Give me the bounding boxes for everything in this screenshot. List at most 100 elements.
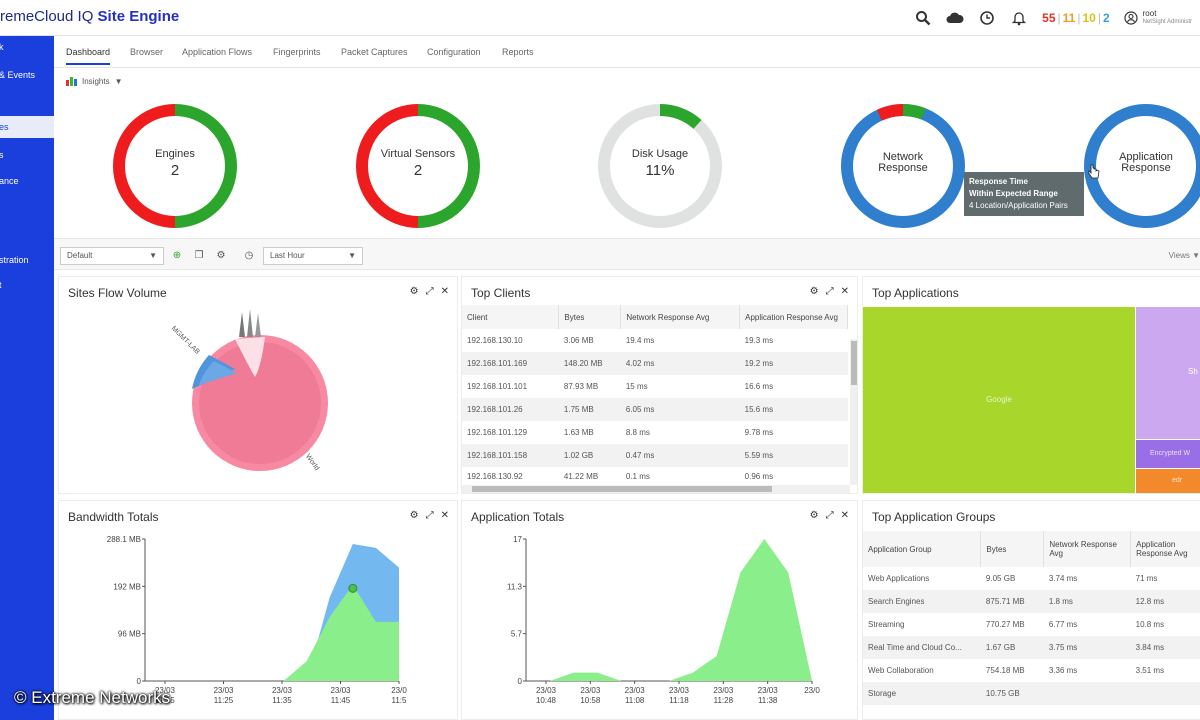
table-row[interactable]: 192.168.101.158 1.02 GB 0.47 ms 5.59 ms — [462, 444, 848, 467]
column-header[interactable]: Network Response Avg — [620, 305, 741, 329]
table-cell: 4.02 ms — [620, 352, 740, 375]
scrollbar-thumb[interactable] — [851, 341, 857, 385]
user-menu[interactable]: root NetSight Administr — [1124, 9, 1192, 27]
tab-configuration[interactable]: Configuration — [427, 47, 481, 57]
sidebar-item[interactable]: s — [0, 144, 54, 166]
expand-icon[interactable]: ⤢ — [425, 510, 434, 521]
virtual-sensors-donut[interactable]: Virtual Sensors 2 — [354, 102, 482, 230]
x-tick-label: 11:5 — [392, 696, 408, 705]
table-row[interactable]: 192.168.101.129 1.63 MB 8.8 ms 9.78 ms — [462, 421, 848, 444]
search-icon[interactable] — [914, 9, 932, 27]
bell-icon[interactable] — [1010, 9, 1028, 27]
treemap-cell-google[interactable]: Google — [863, 307, 1135, 493]
client-link[interactable]: 192.168.101.129 — [467, 428, 528, 437]
sidebar-item-compliance[interactable]: ance — [0, 170, 54, 192]
sidebar-item[interactable]: t — [0, 274, 54, 296]
column-header[interactable]: Bytes — [558, 305, 622, 329]
group-link[interactable]: Streaming — [868, 620, 905, 629]
group-link[interactable]: Web Applications — [868, 574, 930, 583]
expand-icon[interactable]: ⤢ — [825, 510, 834, 521]
application-groups-table: Application Group Bytes Network Response… — [863, 531, 1200, 705]
table-row[interactable]: Web Applications 9.05 GB 3.74 ms 71 ms — [863, 567, 1200, 590]
table-row[interactable]: Real Time and Cloud Co... 1.67 GB 3.75 ms 3… — [863, 636, 1200, 659]
column-header[interactable]: Network Response Avg — [1043, 531, 1132, 567]
column-header[interactable]: Application Response Avg — [1130, 531, 1200, 567]
table-cell: 1.63 MB — [563, 428, 594, 437]
gear-icon[interactable]: ⚙ — [409, 510, 419, 521]
sidebar-item[interactable]: k — [0, 36, 54, 58]
tab-fingerprints[interactable]: Fingerprints — [273, 47, 321, 57]
treemap-cell-encrypted[interactable]: Encrypted W — [1136, 440, 1200, 468]
column-header[interactable]: Application Response Avg — [739, 305, 848, 329]
column-header[interactable]: Client — [462, 305, 560, 329]
engines-donut[interactable]: Engines 2 — [111, 102, 239, 230]
clock-icon[interactable]: ◷ — [244, 250, 254, 261]
table-row[interactable]: Web Collaboration 754.18 MB 3.36 ms 3.51 ms — [863, 659, 1200, 682]
expand-icon[interactable]: ⤢ — [825, 286, 834, 297]
gear-icon[interactable]: ⚙ — [809, 286, 819, 297]
table-row[interactable]: 192.168.101.26 1.75 MB 6.05 ms 15.6 ms — [462, 398, 848, 421]
scrollbar-thumb[interactable] — [472, 486, 772, 492]
table-row[interactable]: 192.168.101.169 148.20 MB 4.02 ms 19.2 ms — [462, 352, 848, 375]
tab-dashboard[interactable]: Dashboard — [66, 47, 111, 65]
close-icon[interactable]: ✕ — [440, 510, 449, 521]
copy-icon[interactable]: ❐ — [194, 250, 204, 261]
table-row[interactable]: Search Engines 875.71 MB 1.8 ms 12.8 ms — [863, 590, 1200, 613]
group-link[interactable]: Real Time and Cloud Co... — [863, 636, 981, 659]
client-link[interactable]: 192.168.130.10 — [467, 336, 523, 345]
close-icon[interactable]: ✕ — [440, 286, 449, 297]
sidebar-item-administration[interactable]: stration — [0, 249, 54, 271]
cloud-icon[interactable] — [946, 9, 964, 27]
disk-usage-donut[interactable]: Disk Usage 11% — [596, 102, 724, 230]
insights-dropdown[interactable]: Insights ▼ — [66, 76, 123, 86]
close-icon[interactable]: ✕ — [840, 510, 849, 521]
table-cell: 10.8 ms — [1135, 620, 1165, 629]
chord-ribbon — [235, 337, 265, 377]
table-cell: 87.93 MB — [563, 382, 599, 391]
application-response-donut[interactable]: Application Response — [1082, 102, 1200, 230]
time-range-select[interactable]: Last Hour ▼ — [263, 247, 363, 265]
gear-icon[interactable]: ⚙ — [216, 250, 226, 261]
client-link[interactable]: 192.168.101.26 — [462, 398, 559, 421]
network-response-label: Network Response — [878, 151, 928, 174]
views-dropdown[interactable]: Views ▼ — [1168, 251, 1200, 260]
sidebar-item-active[interactable]: es — [0, 116, 54, 138]
group-link[interactable]: Web Collaboration — [868, 666, 934, 675]
hover-point[interactable] — [348, 583, 358, 593]
close-icon[interactable]: ✕ — [840, 286, 849, 297]
horizontal-scrollbar[interactable] — [462, 485, 850, 493]
client-link[interactable]: 192.168.101.169 — [462, 352, 559, 375]
table-row[interactable]: 192.168.130.10 3.06 MB 19.4 ms 19.3 ms — [462, 329, 848, 352]
table-cell — [1130, 682, 1200, 705]
treemap-cell[interactable]: edr — [1136, 469, 1200, 493]
tab-application-flows[interactable]: Application Flows — [182, 47, 253, 57]
column-header[interactable]: Bytes — [980, 531, 1045, 567]
table-row[interactable]: 192.168.101.101 87.93 MB 15 ms 16.6 ms — [462, 375, 848, 398]
add-icon[interactable]: ⊕ — [172, 250, 182, 261]
table-row[interactable]: 192.168.130.92 41.22 MB 0.1 ms 0.96 ms — [462, 467, 848, 486]
client-link[interactable]: 192.168.101.101 — [467, 382, 528, 391]
dashboard-select[interactable]: Default ▼ — [60, 247, 164, 265]
table-row[interactable]: Streaming 770.27 MB 6.77 ms 10.8 ms — [863, 613, 1200, 636]
sidebar-item-alarms-events[interactable]: & Events — [0, 64, 54, 86]
clock-icon[interactable] — [978, 9, 996, 27]
alarm-counts[interactable]: 55 | 11 | 10 | 2 — [1042, 11, 1109, 25]
column-header[interactable]: Application Group — [863, 531, 982, 567]
table-row[interactable]: Storage 10.75 GB — [863, 682, 1200, 705]
client-link[interactable]: 192.168.101.158 — [462, 444, 559, 467]
group-link[interactable]: Search Engines — [863, 590, 981, 613]
expand-icon[interactable]: ⤢ — [425, 286, 434, 297]
tab-reports[interactable]: Reports — [502, 47, 534, 57]
tab-browser[interactable]: Browser — [130, 47, 164, 57]
table-cell: 9.78 ms — [744, 428, 774, 437]
vertical-scrollbar[interactable] — [850, 339, 857, 485]
gear-icon[interactable]: ⚙ — [809, 510, 819, 521]
y-tick-label: 0 — [137, 677, 142, 686]
network-response-donut[interactable]: Network Response — [839, 102, 967, 230]
tab-packet-captures[interactable]: Packet Captures — [341, 47, 408, 57]
group-link[interactable]: Storage — [863, 682, 981, 705]
treemap-cell[interactable]: Sh — [1136, 307, 1200, 439]
client-link[interactable]: 192.168.130.92 — [467, 472, 523, 481]
gear-icon[interactable]: ⚙ — [409, 286, 419, 297]
